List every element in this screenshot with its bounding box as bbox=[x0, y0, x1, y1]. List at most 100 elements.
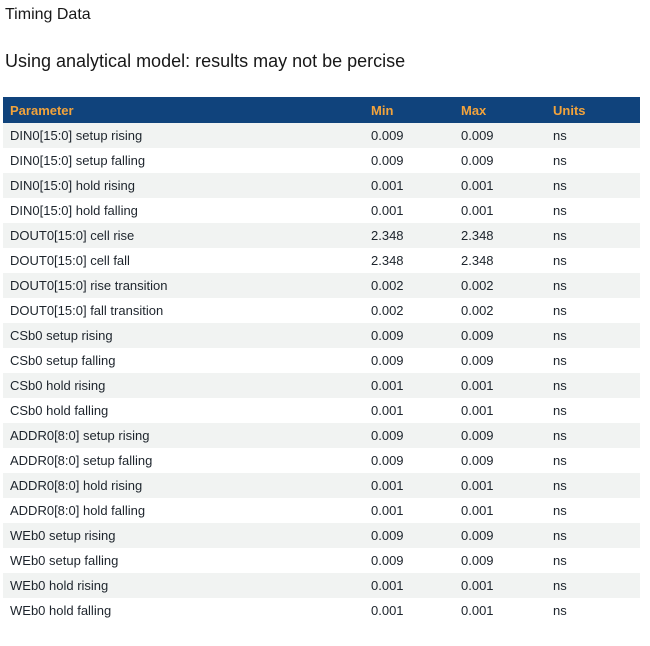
table-row: WEb0 hold rising 0.001 0.001 ns bbox=[3, 573, 640, 598]
table-row: ADDR0[8:0] setup falling 0.009 0.009 ns bbox=[3, 448, 640, 473]
min-cell: 0.002 bbox=[371, 278, 404, 293]
column-header-units: Units bbox=[553, 102, 586, 118]
min-cell: 0.001 bbox=[371, 578, 404, 593]
parameter-cell: WEb0 hold rising bbox=[10, 578, 109, 593]
table-row: CSb0 hold falling 0.001 0.001 ns bbox=[3, 398, 640, 423]
table-row: CSb0 setup falling 0.009 0.009 ns bbox=[3, 348, 640, 373]
max-cell: 0.001 bbox=[461, 578, 494, 593]
parameter-cell: DIN0[15:0] hold falling bbox=[10, 203, 138, 218]
max-cell: 2.348 bbox=[461, 253, 494, 268]
min-cell: 0.009 bbox=[371, 428, 404, 443]
units-cell: ns bbox=[553, 478, 567, 493]
max-cell: 0.009 bbox=[461, 528, 494, 543]
units-cell: ns bbox=[553, 603, 567, 618]
min-cell: 0.009 bbox=[371, 128, 404, 143]
parameter-cell: DIN0[15:0] setup falling bbox=[10, 153, 146, 168]
max-cell: 0.001 bbox=[461, 378, 494, 393]
units-cell: ns bbox=[553, 528, 567, 543]
min-cell: 0.009 bbox=[371, 353, 404, 368]
units-cell: ns bbox=[553, 278, 567, 293]
max-cell: 0.009 bbox=[461, 128, 494, 143]
max-cell: 0.009 bbox=[461, 428, 494, 443]
min-cell: 0.001 bbox=[371, 178, 404, 193]
min-cell: 0.001 bbox=[371, 503, 404, 518]
min-cell: 0.001 bbox=[371, 603, 404, 618]
parameter-cell: ADDR0[8:0] setup falling bbox=[10, 453, 153, 468]
parameter-cell: WEb0 setup falling bbox=[10, 553, 119, 568]
table-row: DOUT0[15:0] cell fall 2.348 2.348 ns bbox=[3, 248, 640, 273]
parameter-cell: CSb0 setup falling bbox=[10, 353, 116, 368]
parameter-cell: ADDR0[8:0] hold falling bbox=[10, 503, 146, 518]
parameter-cell: CSb0 setup rising bbox=[10, 328, 113, 343]
units-cell: ns bbox=[553, 178, 567, 193]
units-cell: ns bbox=[553, 578, 567, 593]
parameter-cell: ADDR0[8:0] hold rising bbox=[10, 478, 143, 493]
parameter-cell: WEb0 setup rising bbox=[10, 528, 116, 543]
parameter-cell: ADDR0[8:0] setup rising bbox=[10, 428, 150, 443]
min-cell: 0.001 bbox=[371, 403, 404, 418]
units-cell: ns bbox=[553, 453, 567, 468]
max-cell: 0.001 bbox=[461, 478, 494, 493]
units-cell: ns bbox=[553, 428, 567, 443]
parameter-cell: DOUT0[15:0] cell rise bbox=[10, 228, 135, 243]
max-cell: 2.348 bbox=[461, 228, 494, 243]
table-row: ADDR0[8:0] setup rising 0.009 0.009 ns bbox=[3, 423, 640, 448]
max-cell: 0.009 bbox=[461, 553, 494, 568]
parameter-cell: CSb0 hold falling bbox=[10, 403, 109, 418]
timing-data-table: Parameter Min Max Units DIN0[15:0] setup… bbox=[3, 97, 640, 623]
max-cell: 0.001 bbox=[461, 403, 494, 418]
table-row: DIN0[15:0] hold rising 0.001 0.001 ns bbox=[3, 173, 640, 198]
max-cell: 0.001 bbox=[461, 603, 494, 618]
table-body: DIN0[15:0] setup rising 0.009 0.009 ns D… bbox=[3, 123, 640, 623]
units-cell: ns bbox=[553, 153, 567, 168]
max-cell: 0.001 bbox=[461, 503, 494, 518]
parameter-cell: CSb0 hold rising bbox=[10, 378, 106, 393]
units-cell: ns bbox=[553, 353, 567, 368]
min-cell: 0.009 bbox=[371, 553, 404, 568]
units-cell: ns bbox=[553, 253, 567, 268]
table-row: WEb0 setup falling 0.009 0.009 ns bbox=[3, 548, 640, 573]
units-cell: ns bbox=[553, 303, 567, 318]
model-disclaimer-text: Using analytical model: results may not … bbox=[5, 51, 406, 71]
table-row: DIN0[15:0] setup falling 0.009 0.009 ns bbox=[3, 148, 640, 173]
table-row: DIN0[15:0] setup rising 0.009 0.009 ns bbox=[3, 123, 640, 148]
max-cell: 0.001 bbox=[461, 178, 494, 193]
table-row: ADDR0[8:0] hold falling 0.001 0.001 ns bbox=[3, 498, 640, 523]
min-cell: 2.348 bbox=[371, 228, 404, 243]
parameter-cell: DOUT0[15:0] fall transition bbox=[10, 303, 164, 318]
max-cell: 0.009 bbox=[461, 328, 494, 343]
max-cell: 0.009 bbox=[461, 153, 494, 168]
units-cell: ns bbox=[553, 403, 567, 418]
table-row: WEb0 setup rising 0.009 0.009 ns bbox=[3, 523, 640, 548]
table-row: DOUT0[15:0] cell rise 2.348 2.348 ns bbox=[3, 223, 640, 248]
max-cell: 0.009 bbox=[461, 453, 494, 468]
units-cell: ns bbox=[553, 328, 567, 343]
column-header-min: Min bbox=[371, 102, 394, 118]
max-cell: 0.002 bbox=[461, 303, 494, 318]
parameter-cell: DIN0[15:0] setup rising bbox=[10, 128, 143, 143]
parameter-cell: DOUT0[15:0] cell fall bbox=[10, 253, 130, 268]
column-header-parameter: Parameter bbox=[10, 102, 74, 118]
parameter-cell: WEb0 hold falling bbox=[10, 603, 112, 618]
min-cell: 0.001 bbox=[371, 378, 404, 393]
table-row: DIN0[15:0] hold falling 0.001 0.001 ns bbox=[3, 198, 640, 223]
table-row: DOUT0[15:0] rise transition 0.002 0.002 … bbox=[3, 273, 640, 298]
column-header-max: Max bbox=[461, 102, 487, 118]
table-row: CSb0 hold rising 0.001 0.001 ns bbox=[3, 373, 640, 398]
parameter-cell: DIN0[15:0] hold rising bbox=[10, 178, 136, 193]
min-cell: 2.348 bbox=[371, 253, 404, 268]
table-header-row: Parameter Min Max Units bbox=[3, 97, 640, 123]
units-cell: ns bbox=[553, 228, 567, 243]
parameter-cell: DOUT0[15:0] rise transition bbox=[10, 278, 168, 293]
max-cell: 0.001 bbox=[461, 203, 494, 218]
units-cell: ns bbox=[553, 553, 567, 568]
min-cell: 0.009 bbox=[371, 453, 404, 468]
table-row: WEb0 hold falling 0.001 0.001 ns bbox=[3, 598, 640, 623]
max-cell: 0.009 bbox=[461, 353, 494, 368]
min-cell: 0.009 bbox=[371, 328, 404, 343]
table-row: ADDR0[8:0] hold rising 0.001 0.001 ns bbox=[3, 473, 640, 498]
units-cell: ns bbox=[553, 203, 567, 218]
units-cell: ns bbox=[553, 128, 567, 143]
min-cell: 0.002 bbox=[371, 303, 404, 318]
